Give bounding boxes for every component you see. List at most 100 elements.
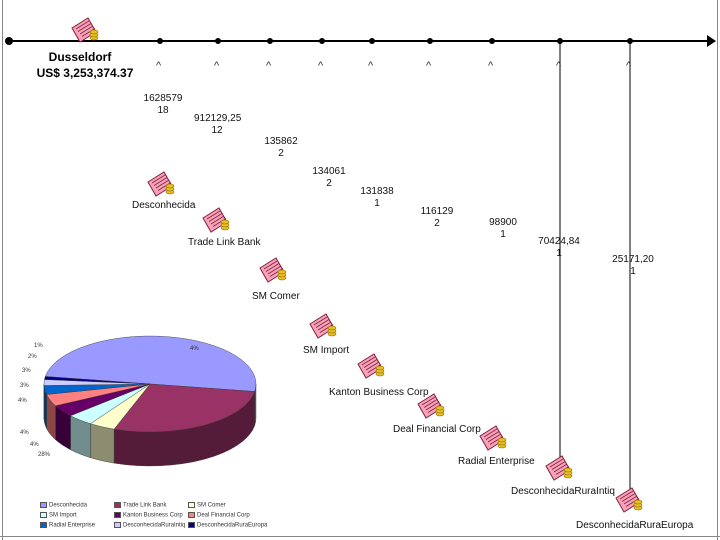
pie-percent-label-9: 28% xyxy=(38,452,51,458)
timeline-dot-2 xyxy=(215,38,221,44)
flow-document-icon-4 xyxy=(309,313,337,339)
legend-item-8: DesconhecidaRuraIntiq xyxy=(114,522,185,530)
legend-swatch xyxy=(114,512,121,518)
pie-percent-label-6: 4% xyxy=(190,346,199,352)
pie-percent-label-1: 1% xyxy=(34,343,43,349)
legend-item-3: SM Comer xyxy=(188,502,226,510)
timeline-dot-1 xyxy=(157,38,163,44)
legend-swatch xyxy=(114,522,121,528)
timeline-dot-7 xyxy=(489,38,495,44)
flow-amount-count: 2 xyxy=(434,218,440,229)
flow-amount-2: 912129,25 12 xyxy=(194,113,242,137)
legend-label: Trade Link Bank xyxy=(123,502,167,509)
legend-item-9: DesconhecidaRuraEuropa xyxy=(188,522,267,530)
flow-amount-value: 116129 xyxy=(420,206,454,217)
legend-label: DesconhecidaRuraIntiq xyxy=(123,522,186,529)
flow-amount-4: 134061 2 xyxy=(306,166,352,190)
legend-item-6: Deal Financial Corp xyxy=(188,512,250,520)
pie-side-3-0 xyxy=(90,423,115,464)
pie-slice-2 xyxy=(113,383,255,433)
pie-percent-label-10: 50% xyxy=(166,460,179,466)
pie-percent-label-7: 4% xyxy=(20,430,29,436)
flow-document-icon-5 xyxy=(357,353,385,379)
flow-caret-3: ^ xyxy=(266,60,272,72)
pie-percent-label-5: 4% xyxy=(18,398,27,404)
bottom-frame-line xyxy=(0,536,720,537)
pie-percent-label-2: 2% xyxy=(28,354,37,360)
flow-document-icon-2 xyxy=(202,207,230,233)
legend-swatch xyxy=(188,502,195,508)
legend-swatch xyxy=(40,502,47,508)
flow-amount-8: 70424,84 1 xyxy=(536,236,582,260)
pie-slice-1 xyxy=(45,335,257,392)
flow-amount-value: 131838 xyxy=(360,186,394,197)
legend-item-1: Desconhecida xyxy=(40,502,87,510)
legend-label: Desconhecida xyxy=(49,502,88,509)
timeline-arrow xyxy=(707,35,716,47)
pie-percent-label-4: 3% xyxy=(20,383,29,389)
flow-caret-7: ^ xyxy=(488,60,494,72)
flow-entity-4: SM Import xyxy=(303,345,350,356)
flow-amount-3: 135862 2 xyxy=(258,136,304,160)
hub-city: Dusseldorf xyxy=(48,50,112,64)
flow-amount-count: 1 xyxy=(630,266,636,277)
flow-amount-count: 1 xyxy=(500,229,506,240)
flow-document-icon-8 xyxy=(545,455,573,481)
hub-total: US$ 3,253,374.37 xyxy=(36,66,134,80)
flow-amount-count: 2 xyxy=(326,178,332,189)
flow-document-icon-7 xyxy=(479,425,507,451)
flow-amount-value: 912129,25 xyxy=(194,113,242,124)
flow-entity-7: Radial Enterprise xyxy=(458,456,535,467)
flow-caret-2: ^ xyxy=(214,60,220,72)
legend-swatch xyxy=(188,522,195,528)
timeline-dot-4 xyxy=(319,38,325,44)
legend-item-4: SM Import xyxy=(40,512,77,520)
flow-document-icon-1 xyxy=(147,171,175,197)
legend-swatch xyxy=(40,512,47,518)
flow-entity-5: Kanton Business Corp xyxy=(329,387,429,398)
hub-document-icon xyxy=(71,17,99,43)
flow-entity-3: SM Comer xyxy=(252,291,300,302)
legend-swatch xyxy=(40,522,47,528)
flow-entity-6: Deal Financial Corp xyxy=(393,424,481,435)
legend-label: Radial Enterprise xyxy=(49,522,96,529)
flow-amount-6: 116129 2 xyxy=(414,206,460,230)
legend-label: SM Comer xyxy=(197,502,226,509)
flow-amount-9: 25171,20 1 xyxy=(610,254,656,278)
legend-swatch xyxy=(114,502,121,508)
left-frame-line xyxy=(2,0,3,540)
flow-amount-count: 18 xyxy=(157,105,169,116)
timeline-start-dot xyxy=(5,37,13,45)
flow-amount-value: 1628579 xyxy=(143,93,183,104)
flow-document-icon-3 xyxy=(259,257,287,283)
flow-amount-count: 12 xyxy=(211,125,223,136)
legend-item-2: Trade Link Bank xyxy=(114,502,166,510)
legend-item-7: Radial Enterprise xyxy=(40,522,95,530)
flow-caret-1: ^ xyxy=(156,60,162,72)
timeline-dot-3 xyxy=(267,38,273,44)
flow-amount-7: 98900 1 xyxy=(480,217,526,241)
legend-label: Kanton Business Corp xyxy=(123,512,183,519)
timeline-dot-6 xyxy=(427,38,433,44)
flow-amount-value: 25171,20 xyxy=(612,254,654,265)
legend-label: DesconhecidaRuraEuropa xyxy=(197,522,268,529)
flow-entity-8: DesconhecidaRuraIntiq xyxy=(511,486,615,497)
flow-caret-9: ^ xyxy=(626,60,632,72)
flow-caret-8: ^ xyxy=(556,60,562,72)
flow-amount-value: 98900 xyxy=(489,217,517,228)
flow-amount-value: 134061 xyxy=(312,166,346,177)
flow-amount-5: 131838 1 xyxy=(354,186,400,210)
flow-caret-5: ^ xyxy=(368,60,374,72)
flow-entity-2: Trade Link Bank xyxy=(188,237,261,248)
flow-amount-count: 1 xyxy=(374,198,380,209)
legend-label: Deal Financial Corp xyxy=(197,512,250,519)
flow-entity-1: Desconhecida xyxy=(132,200,196,211)
timeline-dot-5 xyxy=(369,38,375,44)
flow-document-icon-9 xyxy=(615,487,643,513)
flow-caret-4: ^ xyxy=(318,60,324,72)
flow-entity-9: DesconhecidaRuraEuropa xyxy=(576,520,694,531)
flow-document-icon-6 xyxy=(417,393,445,419)
right-frame-line xyxy=(717,0,718,540)
